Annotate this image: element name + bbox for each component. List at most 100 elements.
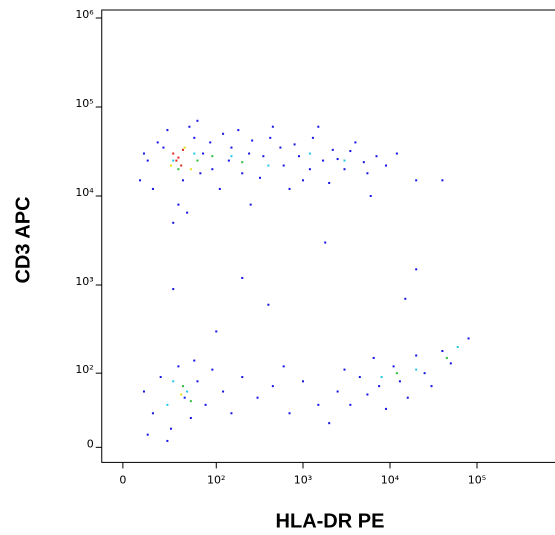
event-point	[202, 152, 205, 155]
event-point	[441, 350, 444, 353]
event-point	[398, 380, 401, 383]
event-point	[162, 146, 165, 149]
event-point	[256, 396, 259, 399]
event-point	[172, 159, 175, 162]
event-point	[366, 393, 369, 396]
x-tick-label: 10⁴	[381, 473, 400, 486]
x-tick-label: 10⁵	[468, 473, 486, 486]
event-point	[172, 380, 175, 383]
event-point	[166, 403, 169, 406]
event-point	[271, 125, 274, 128]
event-point	[354, 141, 357, 144]
y-tick-label: 10⁵	[75, 97, 93, 110]
event-point	[241, 172, 244, 175]
event-point	[349, 403, 352, 406]
event-point	[293, 143, 296, 146]
plot-frame	[101, 9, 555, 463]
event-point	[139, 179, 142, 182]
event-point	[241, 161, 244, 164]
event-point	[362, 161, 365, 164]
y-tick-label: 0	[87, 437, 94, 450]
event-point	[193, 359, 196, 362]
event-point	[258, 176, 261, 179]
event-point	[237, 129, 240, 132]
event-point	[317, 125, 320, 128]
event-point	[177, 156, 180, 159]
event-point	[366, 172, 369, 175]
event-point	[267, 303, 270, 306]
event-point	[324, 241, 327, 244]
event-point	[172, 221, 175, 224]
event-point	[248, 152, 251, 155]
event-point	[172, 152, 175, 155]
event-point	[193, 152, 196, 155]
event-point	[156, 141, 159, 144]
event-point	[423, 372, 426, 375]
event-point	[222, 132, 225, 135]
event-point	[372, 356, 375, 359]
event-point	[189, 168, 192, 171]
event-point	[302, 179, 305, 182]
event-point	[180, 393, 183, 396]
event-point	[199, 172, 202, 175]
event-point	[369, 194, 372, 197]
event-point	[215, 330, 218, 333]
event-point	[395, 152, 398, 155]
event-point	[186, 390, 189, 393]
event-point	[181, 148, 184, 151]
event-point	[415, 179, 418, 182]
event-point	[331, 148, 334, 151]
event-point	[230, 155, 233, 158]
event-point	[322, 159, 325, 162]
event-point	[269, 136, 272, 139]
event-point	[415, 368, 418, 371]
event-point	[298, 155, 301, 158]
event-point	[146, 159, 149, 162]
event-point	[241, 276, 244, 279]
event-point	[151, 187, 154, 190]
event-point	[308, 152, 311, 155]
event-point	[196, 119, 199, 122]
event-point	[378, 385, 381, 388]
event-point	[169, 427, 172, 430]
event-point	[336, 158, 339, 161]
event-point	[415, 354, 418, 357]
event-point	[169, 164, 172, 167]
event-point	[166, 439, 169, 442]
event-point	[271, 385, 274, 388]
event-point	[142, 390, 145, 393]
event-point	[251, 139, 254, 142]
event-point	[343, 168, 346, 171]
event-point	[392, 365, 395, 368]
event-point	[385, 407, 388, 410]
y-tick-label: 10⁴	[75, 186, 94, 199]
event-point	[151, 412, 154, 415]
event-point	[249, 203, 252, 206]
event-point	[375, 155, 378, 158]
x-tick-label: 0	[119, 473, 126, 486]
event-point	[358, 376, 361, 379]
event-point	[380, 376, 383, 379]
event-point	[177, 168, 180, 171]
event-point	[288, 187, 291, 190]
event-point	[189, 400, 192, 403]
event-point	[445, 356, 448, 359]
x-tick-label: 10²	[207, 473, 225, 486]
event-point	[180, 164, 183, 167]
event-point	[181, 179, 184, 182]
event-point	[204, 403, 207, 406]
event-point	[349, 150, 352, 153]
event-point	[196, 159, 199, 162]
event-point	[404, 297, 407, 300]
event-point	[189, 417, 192, 420]
event-point	[328, 422, 331, 425]
event-point	[343, 368, 346, 371]
event-point	[449, 362, 452, 365]
event-point	[193, 136, 196, 139]
event-point	[311, 136, 314, 139]
event-point	[186, 211, 189, 214]
event-point	[218, 187, 221, 190]
event-point	[456, 345, 459, 348]
event-point	[395, 372, 398, 375]
event-point	[430, 385, 433, 388]
